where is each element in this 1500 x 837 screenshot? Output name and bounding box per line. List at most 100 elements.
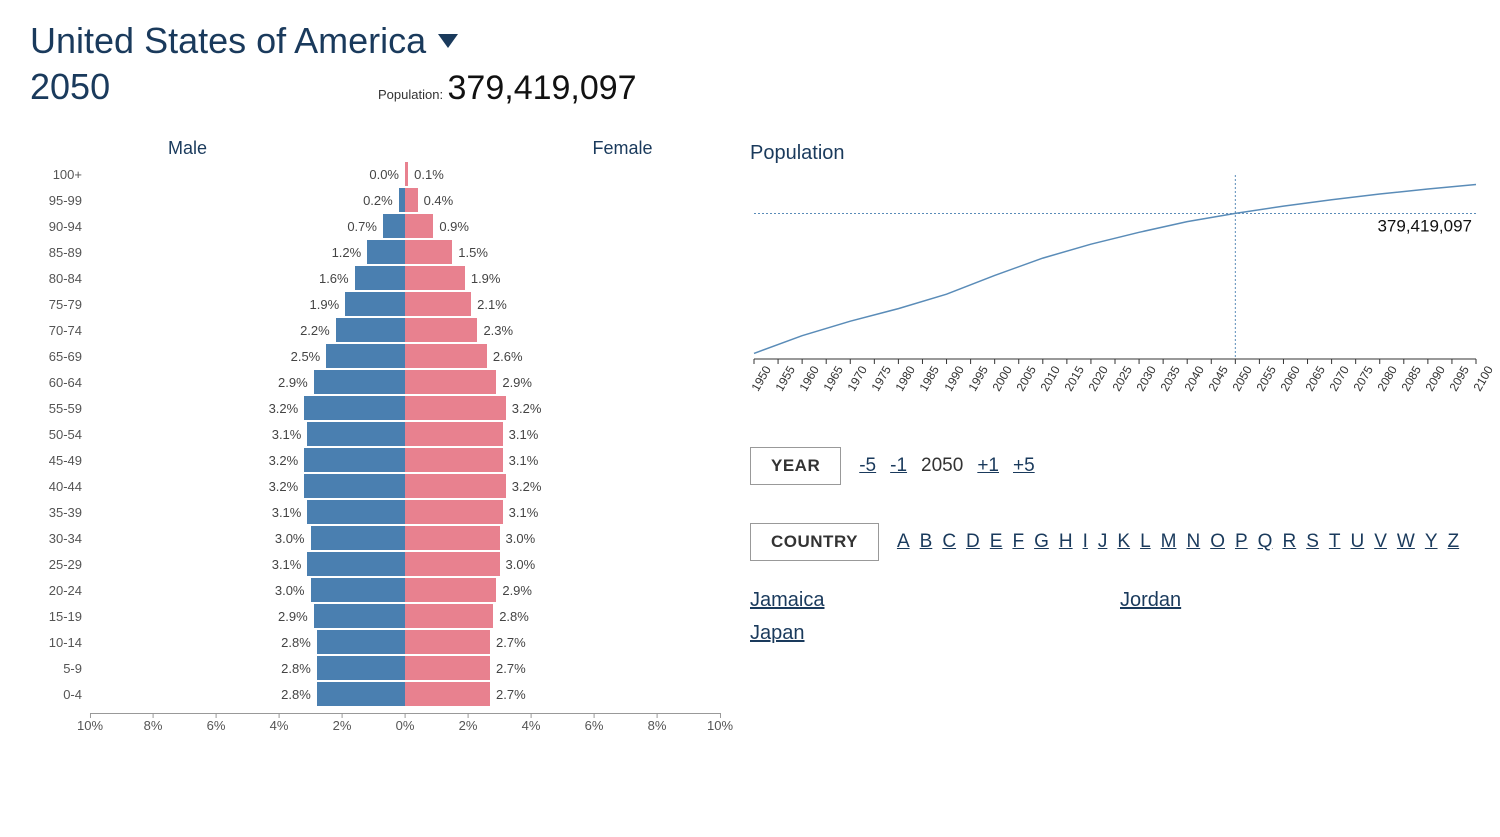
alpha-link-s[interactable]: S [1306, 531, 1319, 553]
alpha-link-c[interactable]: C [942, 531, 956, 553]
country-list: Jamaica Jordan Japan [750, 589, 1450, 645]
alpha-link-p[interactable]: P [1235, 531, 1248, 553]
pyramid-male-value: 3.1% [266, 427, 308, 442]
pyramid-female-bar [405, 656, 490, 680]
pyramid-male-bar [304, 474, 405, 498]
pyramid-male-value: 3.2% [263, 453, 305, 468]
pyramid-female-bar [405, 240, 452, 264]
country-link[interactable]: Jordan [1120, 589, 1450, 612]
alpha-link-j[interactable]: J [1098, 531, 1108, 553]
pyramid-female-bar [405, 266, 465, 290]
pyramid-age-label: 10-14 [30, 635, 90, 650]
pyramid-female-bar [405, 422, 503, 446]
year-plus-1[interactable]: +1 [977, 455, 999, 477]
pyramid-female-bar [405, 578, 496, 602]
selected-year: 2050 [30, 66, 360, 108]
alpha-link-u[interactable]: U [1350, 531, 1364, 553]
pyramid-female-value: 1.9% [465, 271, 507, 286]
pyramid-row: 15-192.9%2.8% [30, 603, 720, 629]
pyramid-female-value: 3.0% [500, 531, 542, 546]
alpha-link-g[interactable]: G [1034, 531, 1049, 553]
alpha-link-b[interactable]: B [920, 531, 933, 553]
pyramid-row: 85-891.2%1.5% [30, 239, 720, 265]
country-alpha-nav: ABCDEFGHIJKLMNOPQRSTUVWYZ [897, 531, 1459, 553]
pyramid-female-bar [405, 526, 500, 550]
alpha-link-m[interactable]: M [1161, 531, 1177, 553]
alpha-link-e[interactable]: E [990, 531, 1003, 553]
alpha-link-t[interactable]: T [1329, 531, 1341, 553]
year-plus-5[interactable]: +5 [1013, 455, 1035, 477]
pyramid-row: 45-493.2%3.1% [30, 447, 720, 473]
alpha-link-h[interactable]: H [1059, 531, 1073, 553]
alpha-link-i[interactable]: I [1083, 531, 1088, 553]
alpha-link-r[interactable]: R [1282, 531, 1296, 553]
pyramid-female-bar [405, 682, 490, 706]
country-link[interactable]: Japan [750, 622, 1080, 645]
pyramid-female-value: 2.6% [487, 349, 529, 364]
pyramid-female-bar [405, 214, 433, 238]
pyramid-female-header: Female [405, 138, 720, 159]
pyramid-row: 30-343.0%3.0% [30, 525, 720, 551]
alpha-link-y[interactable]: Y [1425, 531, 1438, 553]
pyramid-male-bar [367, 240, 405, 264]
pyramid-male-value: 1.6% [313, 271, 355, 286]
pyramid-male-value: 1.9% [304, 297, 346, 312]
year-control-label: YEAR [750, 447, 841, 485]
alpha-link-v[interactable]: V [1374, 531, 1387, 553]
pyramid-male-bar [317, 682, 405, 706]
pyramid-male-value: 3.1% [266, 505, 308, 520]
pyramid-age-label: 80-84 [30, 271, 90, 286]
alpha-link-k[interactable]: K [1117, 531, 1130, 553]
pyramid-male-value: 2.5% [285, 349, 327, 364]
pyramid-age-label: 40-44 [30, 479, 90, 494]
pyramid-male-bar [307, 500, 405, 524]
pyramid-male-bar [307, 422, 405, 446]
pyramid-male-value: 0.7% [341, 219, 383, 234]
alpha-link-l[interactable]: L [1140, 531, 1151, 553]
country-selector[interactable]: United States of America [30, 20, 1470, 62]
pyramid-row: 70-742.2%2.3% [30, 317, 720, 343]
pyramid-x-tick: 0% [396, 718, 415, 733]
pyramid-x-tick: 10% [77, 718, 103, 733]
alpha-link-z[interactable]: Z [1448, 531, 1460, 553]
alpha-link-a[interactable]: A [897, 531, 910, 553]
pyramid-row: 40-44 3.2% 3.2% [30, 473, 720, 499]
pyramid-male-bar [345, 292, 405, 316]
pyramid-age-label: 0-4 [30, 687, 90, 702]
alpha-link-f[interactable]: F [1012, 531, 1024, 553]
pyramid-row: 75-791.9%2.1% [30, 291, 720, 317]
pyramid-x-tick: 4% [270, 718, 289, 733]
pyramid-female-bar [405, 318, 477, 342]
pyramid-female-value: 3.2% [506, 479, 548, 494]
pyramid-age-label: 100+ [30, 167, 90, 182]
pyramid-male-value: 3.0% [269, 583, 311, 598]
pyramid-row: 100+0.0%0.1% [30, 161, 720, 187]
pyramid-female-value: 1.5% [452, 245, 494, 260]
alpha-link-w[interactable]: W [1397, 531, 1415, 553]
alpha-link-q[interactable]: Q [1258, 531, 1273, 553]
pyramid-male-value: 2.9% [272, 609, 314, 624]
year-minus-5[interactable]: -5 [859, 455, 876, 477]
pyramid-male-value: 2.8% [275, 687, 317, 702]
pyramid-top-age [30, 138, 90, 159]
pyramid-female-value: 2.9% [496, 583, 538, 598]
country-link[interactable]: Jamaica [750, 589, 1080, 612]
pyramid-female-bar [405, 474, 506, 498]
pyramid-female-bar [405, 292, 471, 316]
alpha-link-n[interactable]: N [1186, 531, 1200, 553]
pyramid-male-bar [314, 370, 405, 394]
population-linechart[interactable]: 379,419,097 1950195519601965197019751980… [750, 169, 1480, 409]
pyramid-age-label: 75-79 [30, 297, 90, 312]
pyramid-male-bar [317, 630, 405, 654]
pyramid-female-value: 3.1% [503, 453, 545, 468]
alpha-link-d[interactable]: D [966, 531, 980, 553]
pyramid-row: 25-293.1%3.0% [30, 551, 720, 577]
crosshair-value: 379,419,097 [1377, 216, 1472, 235]
alpha-link-o[interactable]: O [1210, 531, 1225, 553]
population-pyramid: 100+0.0%0.1%95-990.2%0.4%90-940.7%0.9%85… [30, 161, 720, 707]
pyramid-male-value: 3.2% [263, 401, 305, 416]
year-minus-1[interactable]: -1 [890, 455, 907, 477]
pyramid-male-value: 3.2% [263, 479, 305, 494]
country-name: United States of America [30, 20, 426, 62]
pyramid-female-value: 0.9% [433, 219, 475, 234]
